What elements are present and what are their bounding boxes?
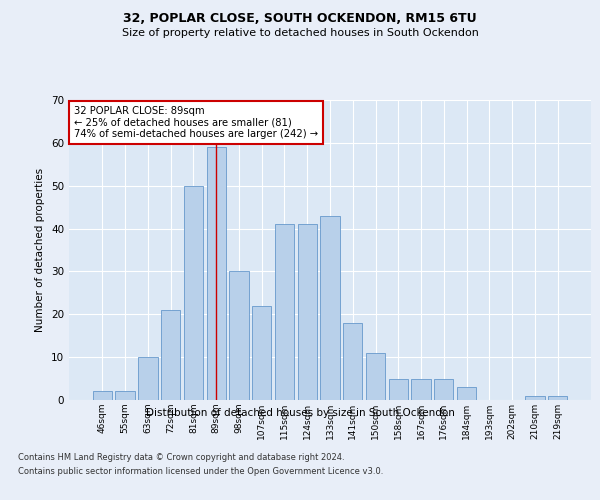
Bar	[252, 306, 271, 400]
Text: Distribution of detached houses by size in South Ockendon: Distribution of detached houses by size …	[146, 408, 454, 418]
Bar	[138, 357, 158, 400]
Bar	[320, 216, 340, 400]
Text: Contains HM Land Registry data © Crown copyright and database right 2024.: Contains HM Land Registry data © Crown c…	[18, 452, 344, 462]
Bar	[548, 396, 567, 400]
Bar	[366, 353, 385, 400]
Bar	[184, 186, 203, 400]
Y-axis label: Number of detached properties: Number of detached properties	[35, 168, 46, 332]
Bar	[161, 310, 181, 400]
Bar	[298, 224, 317, 400]
Bar	[229, 272, 248, 400]
Bar	[115, 392, 135, 400]
Bar	[206, 147, 226, 400]
Bar	[93, 392, 112, 400]
Bar	[389, 378, 408, 400]
Text: 32 POPLAR CLOSE: 89sqm
← 25% of detached houses are smaller (81)
74% of semi-det: 32 POPLAR CLOSE: 89sqm ← 25% of detached…	[74, 106, 319, 139]
Text: Contains public sector information licensed under the Open Government Licence v3: Contains public sector information licen…	[18, 468, 383, 476]
Bar	[457, 387, 476, 400]
Bar	[525, 396, 545, 400]
Bar	[343, 323, 362, 400]
Bar	[434, 378, 454, 400]
Text: Size of property relative to detached houses in South Ockendon: Size of property relative to detached ho…	[122, 28, 478, 38]
Bar	[412, 378, 431, 400]
Bar	[275, 224, 294, 400]
Text: 32, POPLAR CLOSE, SOUTH OCKENDON, RM15 6TU: 32, POPLAR CLOSE, SOUTH OCKENDON, RM15 6…	[123, 12, 477, 26]
